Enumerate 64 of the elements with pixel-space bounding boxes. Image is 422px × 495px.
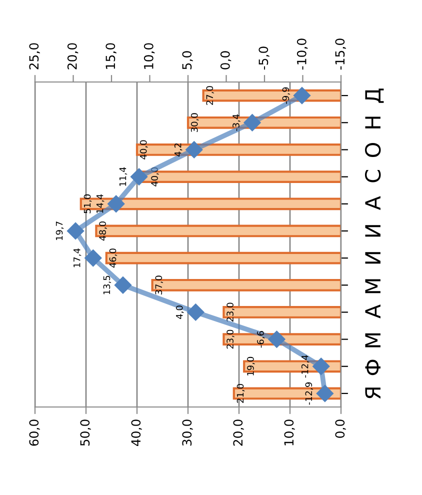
y-tick-label: А [365,196,380,210]
data-label: 17,4 [74,248,82,268]
x-tick-label: 0,0 [335,420,346,438]
y-tick-label: Н [365,116,380,128]
data-label: 37,0 [155,276,163,294]
x2-tick-label: 25,0 [29,43,40,70]
data-label: -12,9 [305,382,313,405]
data-label: -6,6 [257,331,265,348]
y-tick-label: М [365,333,380,348]
data-label: 13,5 [103,276,112,294]
data-label: 40,0 [140,140,148,160]
data-label: -3,4 [232,114,240,131]
x-tick-label: 10,0 [284,420,295,446]
data-label: 23,0 [226,330,234,349]
x2-tick-label: -15,0 [335,38,346,70]
x2-tick-label: 10,0 [144,43,155,69]
x-tick-label: 60,0 [29,420,40,446]
data-label: 27,0 [206,86,214,105]
point [293,86,311,104]
point [114,276,132,294]
data-label: 19,7 [56,222,64,240]
y-tick-label: О [364,142,381,158]
point [244,114,261,132]
y-tick-label: Я [365,388,380,399]
x2-tick-label: -10,0 [296,38,308,70]
x-tick-label: 20,0 [233,420,244,446]
y-tick-label: М [365,279,380,294]
data-label: 48,0 [99,222,107,241]
y-tick-label: А [365,304,380,318]
data-label: 40,0 [151,167,159,186]
y-tick-label: Д [365,88,384,103]
y-tick-label: И [365,225,380,237]
y-tick-label: Ф [365,360,380,376]
point [186,141,203,158]
data-label: 51,0 [84,194,92,214]
data-label: 30,0 [190,113,199,132]
data-label: 23,0 [226,302,234,322]
x-tick-label: 50,0 [80,420,91,446]
x2-tick-label: 15,0 [106,43,116,69]
point [316,384,334,402]
data-label: 4,2 [174,143,182,156]
data-label: 21,0 [236,384,245,403]
point [66,222,84,240]
y-tick-label: С [364,170,381,182]
point [108,195,125,212]
data-label: 11,4 [119,167,128,186]
point [187,304,204,321]
point [268,330,286,348]
y-tick-label: И [365,252,380,264]
point [312,358,330,375]
x-tick-label: 40,0 [131,420,142,446]
x2-tick-label: 20,0 [67,43,78,70]
data-label: 19,0 [247,356,255,376]
point [130,168,148,186]
data-label: 14,4 [96,194,104,213]
x-tick-label: 30,0 [182,420,193,446]
x2-tick-label: 0,0 [220,51,232,70]
data-label: 4,0 [176,306,184,319]
x2-tick-label: -5,0 [258,46,270,70]
point [84,249,102,267]
data-label: 46,0 [109,248,118,268]
data-label: -9,9 [282,87,290,104]
x2-tick-label: 5,0 [182,51,193,70]
data-label: -12,4 [301,355,310,378]
